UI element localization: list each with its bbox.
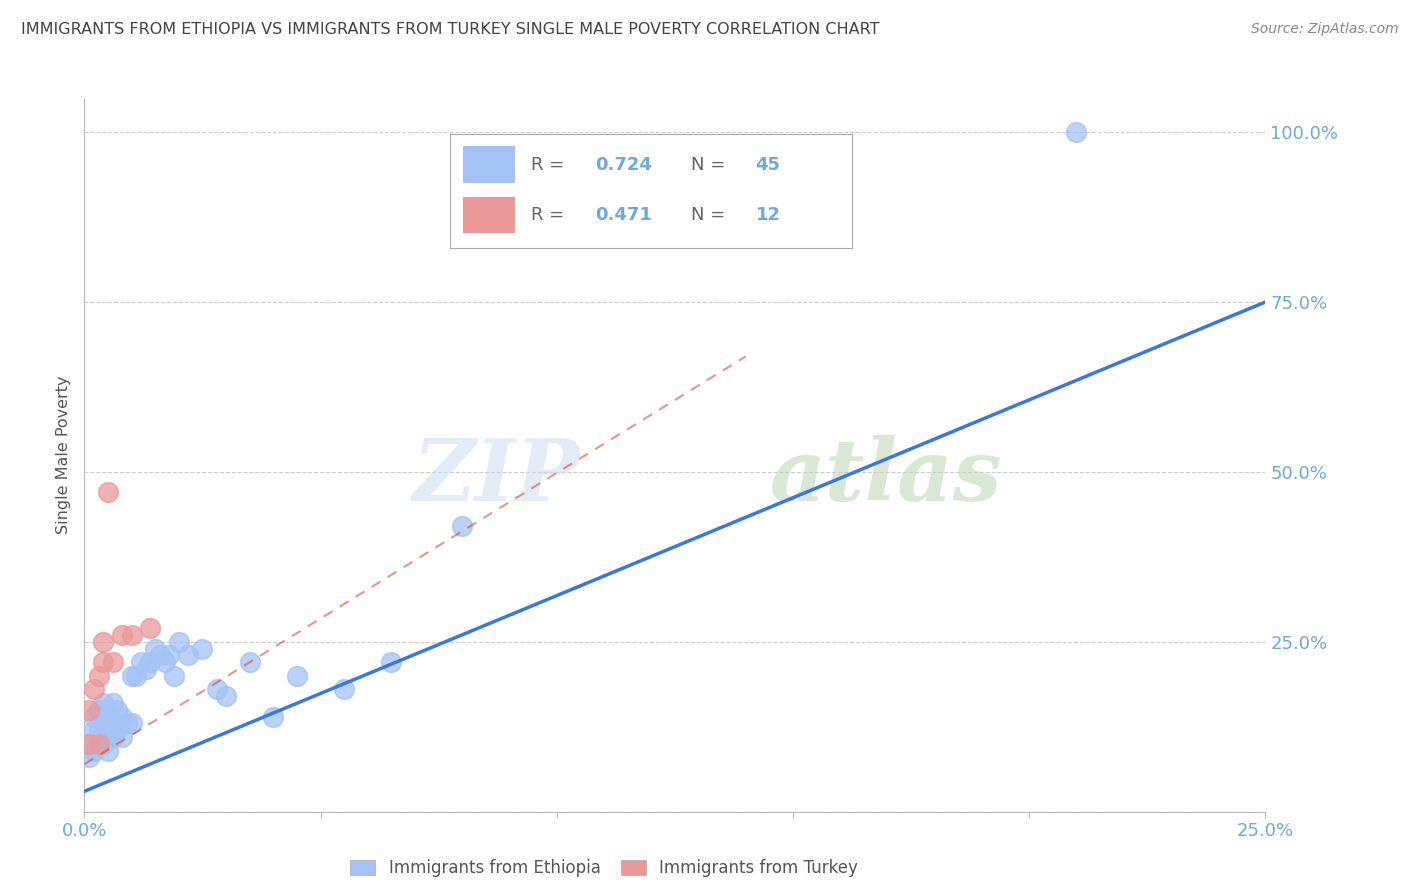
Point xyxy=(101,655,124,669)
Point xyxy=(153,655,176,669)
Point xyxy=(91,716,114,731)
Point xyxy=(135,662,157,676)
Point xyxy=(87,703,110,717)
Point xyxy=(91,696,114,710)
Point xyxy=(107,723,129,738)
Point xyxy=(97,743,120,757)
Point xyxy=(139,655,162,669)
Point xyxy=(380,655,402,669)
Point xyxy=(87,737,110,751)
Point xyxy=(111,628,134,642)
Point xyxy=(77,703,100,717)
Point xyxy=(262,709,284,723)
Point xyxy=(97,703,120,717)
Point xyxy=(163,669,186,683)
Point xyxy=(91,655,114,669)
Point xyxy=(83,743,105,757)
Point xyxy=(115,716,138,731)
Point xyxy=(83,723,105,738)
Point xyxy=(77,737,100,751)
Legend: Immigrants from Ethiopia, Immigrants from Turkey: Immigrants from Ethiopia, Immigrants fro… xyxy=(342,851,866,886)
Text: ZIP: ZIP xyxy=(412,434,581,518)
Point xyxy=(97,485,120,500)
Point xyxy=(101,696,124,710)
Point xyxy=(87,737,110,751)
Point xyxy=(143,641,166,656)
Point xyxy=(83,709,105,723)
Point xyxy=(91,737,114,751)
Point xyxy=(215,689,238,703)
Point xyxy=(91,635,114,649)
Point xyxy=(157,648,180,663)
Point xyxy=(87,669,110,683)
Point xyxy=(125,669,148,683)
Point xyxy=(77,737,100,751)
Point xyxy=(101,716,124,731)
Point xyxy=(451,519,474,533)
Point xyxy=(191,641,214,656)
Point xyxy=(97,723,120,738)
Point xyxy=(83,682,105,697)
Point xyxy=(285,669,308,683)
Point xyxy=(121,628,143,642)
Text: Source: ZipAtlas.com: Source: ZipAtlas.com xyxy=(1251,22,1399,37)
Point xyxy=(1066,125,1088,139)
Point xyxy=(121,716,143,731)
Point xyxy=(333,682,356,697)
Point xyxy=(129,655,152,669)
Y-axis label: Single Male Poverty: Single Male Poverty xyxy=(56,376,72,534)
Point xyxy=(167,635,190,649)
Point xyxy=(205,682,228,697)
Point xyxy=(77,750,100,764)
Point xyxy=(87,723,110,738)
Point xyxy=(239,655,262,669)
Text: IMMIGRANTS FROM ETHIOPIA VS IMMIGRANTS FROM TURKEY SINGLE MALE POVERTY CORRELATI: IMMIGRANTS FROM ETHIOPIA VS IMMIGRANTS F… xyxy=(21,22,880,37)
Point xyxy=(149,648,172,663)
Point xyxy=(107,703,129,717)
Text: atlas: atlas xyxy=(769,434,1002,518)
Point xyxy=(111,709,134,723)
Point xyxy=(121,669,143,683)
Point xyxy=(101,730,124,744)
Point xyxy=(111,730,134,744)
Point xyxy=(177,648,200,663)
Point xyxy=(139,621,162,635)
